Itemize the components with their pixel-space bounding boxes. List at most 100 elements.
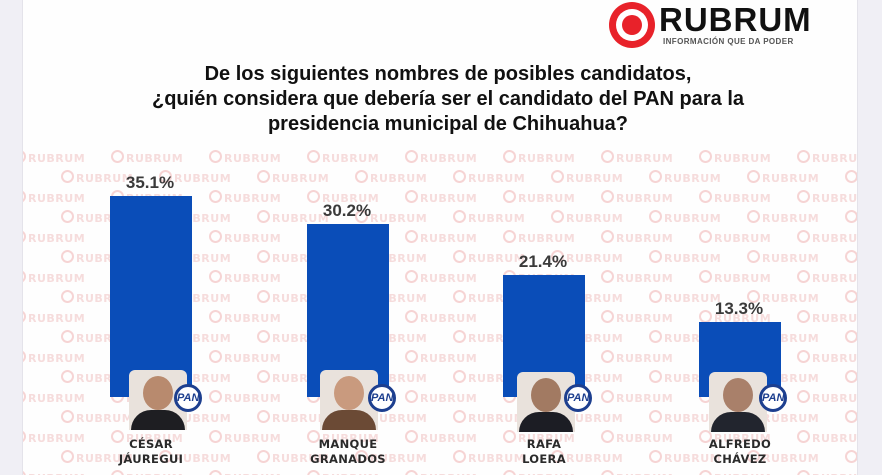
brand-name: RUBRUM <box>659 1 812 38</box>
watermark: RUBRUM <box>355 210 427 225</box>
watermark: RUBRUM <box>797 390 857 405</box>
watermark: RUBRUM <box>23 390 85 405</box>
pan-logo-icon: PAN <box>564 384 592 412</box>
watermark: RUBRUM <box>845 410 857 425</box>
watermark: RUBRUM <box>747 250 819 265</box>
watermark: RUBRUM <box>23 230 85 245</box>
watermark: RUBRUM <box>257 410 329 425</box>
value-label: 13.3% <box>714 299 764 318</box>
value-label: 21.4% <box>518 252 568 271</box>
watermark: RUBRUM <box>845 330 857 345</box>
watermark: RUBRUM <box>649 170 721 185</box>
watermark: RUBRUM <box>159 410 231 425</box>
question-line-3: presidencia municipal de Chihuahua? <box>267 113 629 135</box>
poll-card: RUBRUM RUBRUM RUBRUM RUBRUM RUBRUM RUBRUM RUBR… <box>22 0 858 475</box>
watermark: RUBRUM <box>503 190 575 205</box>
watermark: RUBRUM <box>601 430 673 445</box>
watermark: RUBRUM <box>209 230 281 245</box>
watermark: RUBRUM <box>111 150 183 165</box>
watermark: RUBRUM <box>209 310 281 325</box>
watermark: RUBRUM <box>209 430 281 445</box>
watermark: RUBRUM <box>209 150 281 165</box>
watermark: RUBRUM <box>699 430 771 445</box>
watermark: RUBRUM <box>23 430 85 445</box>
watermark: RUBRUM <box>159 450 231 465</box>
watermark: RUBRUM <box>405 430 477 445</box>
watermark: RUBRUM <box>405 150 477 165</box>
watermark: RUBRUM <box>845 210 857 225</box>
watermark: RUBRUM <box>845 370 857 385</box>
watermark: RUBRUM <box>845 290 857 305</box>
watermark: RUBRUM <box>551 410 623 425</box>
watermark: RUBRUM <box>699 310 771 325</box>
watermark: RUBRUM <box>797 470 857 475</box>
watermark: RUBRUM <box>23 150 85 165</box>
watermark: RUBRUM <box>649 450 721 465</box>
watermark: RUBRUM <box>405 190 477 205</box>
watermark: RUBRUM <box>23 310 85 325</box>
pan-logo-icon: PAN <box>174 384 202 412</box>
watermark: RUBRUM <box>601 230 673 245</box>
watermark: RUBRUM <box>699 230 771 245</box>
watermark: RUBRUM <box>405 350 477 365</box>
watermark: RUBRUM <box>797 150 857 165</box>
watermark: RUBRUM <box>111 430 183 445</box>
watermark: RUBRUM <box>747 170 819 185</box>
watermark: RUBRUM <box>209 350 281 365</box>
target-icon <box>609 2 655 48</box>
watermark: RUBRUM <box>111 470 183 475</box>
watermark: RUBRUM <box>601 270 673 285</box>
watermark: RUBRUM <box>845 450 857 465</box>
watermark: RUBRUM <box>355 170 427 185</box>
watermark: RUBRUM <box>61 450 133 465</box>
candidate-name: CÉSAR JÁUREGUI <box>118 437 184 466</box>
watermark: RUBRUM <box>209 470 281 475</box>
watermark: RUBRUM <box>307 190 379 205</box>
watermark: RUBRUM <box>797 430 857 445</box>
question-line-1: De los siguientes nombres de posibles ca… <box>204 63 692 85</box>
watermark: RUBRUM <box>601 390 673 405</box>
watermark: RUBRUM <box>405 270 477 285</box>
watermark: RUBRUM <box>61 410 133 425</box>
watermark: RUBRUM <box>453 450 525 465</box>
watermark: RUBRUM <box>503 230 575 245</box>
watermark: RUBRUM <box>797 350 857 365</box>
watermark: RUBRUM <box>23 270 85 285</box>
watermark: RUBRUM <box>601 470 673 475</box>
watermark: RUBRUM <box>845 250 857 265</box>
watermark: RUBRUM <box>405 230 477 245</box>
watermark: RUBRUM <box>747 210 819 225</box>
watermark: RUBRUM <box>61 170 133 185</box>
watermark: RUBRUM <box>551 170 623 185</box>
question-line-2: ¿quién considera que debería ser el cand… <box>151 88 745 110</box>
brand-tagline: INFORMACIÓN QUE DA PODER <box>663 37 794 46</box>
watermark: RUBRUM <box>699 470 771 475</box>
watermark: RUBRUM <box>159 170 231 185</box>
watermark: RUBRUM <box>307 470 379 475</box>
watermark: RUBRUM <box>699 190 771 205</box>
watermark: RUBRUM <box>503 430 575 445</box>
watermark: RUBRUM <box>257 210 329 225</box>
value-label: 35.1% <box>125 173 175 192</box>
watermark: RUBRUM <box>649 290 721 305</box>
watermark: RUBRUM <box>355 410 427 425</box>
watermark: RUBRUM <box>257 170 329 185</box>
candidate-name: ALFREDO CHÁVEZ <box>708 437 772 466</box>
watermark: RUBRUM <box>209 270 281 285</box>
bar-cesar-jauregui <box>110 196 192 397</box>
bar-manque-granados <box>307 224 389 397</box>
watermark: RUBRUM <box>551 450 623 465</box>
candidate-name: MANQUE GRANADOS <box>310 437 386 466</box>
watermark: RUBRUM <box>405 310 477 325</box>
watermark: RUBRUM <box>601 350 673 365</box>
candidate-name: RAFA LOERA <box>522 437 566 466</box>
watermark: RUBRUM <box>797 310 857 325</box>
poll-question: De los siguientes nombres de posibles ca… <box>63 62 833 137</box>
watermark: RUBRUM <box>747 410 819 425</box>
watermark: RUBRUM <box>699 150 771 165</box>
watermark: RUBRUM <box>453 410 525 425</box>
watermark: RUBRUM <box>453 170 525 185</box>
watermark: RUBRUM <box>601 150 673 165</box>
watermark: RUBRUM <box>649 210 721 225</box>
rubrum-logo: RUBRUM INFORMACIÓN QUE DA PODER <box>609 2 839 48</box>
